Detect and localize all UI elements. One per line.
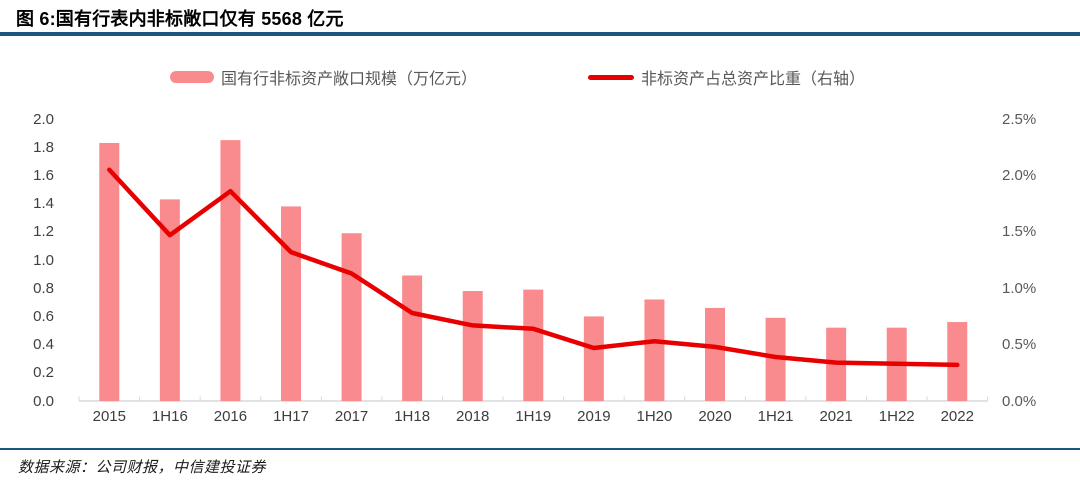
y-axis-left-label: 1.2 bbox=[33, 223, 54, 241]
x-axis-label-2018: 2018 bbox=[456, 408, 490, 425]
y-axis-left-label: 0.4 bbox=[33, 336, 54, 354]
bar-2020 bbox=[705, 307, 725, 401]
x-axis-label-1H17: 1H17 bbox=[273, 408, 309, 425]
y-axis-left-label: 1.8 bbox=[33, 138, 54, 156]
y-axis-right-label: 1.5% bbox=[1002, 223, 1037, 241]
chart-legend: 国有行非标资产敞口规模（万亿元） 非标资产占总资产比重（右轴） bbox=[0, 64, 1080, 90]
title-divider bbox=[0, 32, 1080, 36]
trend-line bbox=[107, 167, 960, 368]
bar-1H19 bbox=[523, 289, 544, 401]
x-axis-label-2020: 2020 bbox=[698, 408, 732, 425]
bar-2015 bbox=[99, 142, 120, 401]
legend-bar-label: 国有行非标资产敞口规模（万亿元） bbox=[221, 71, 478, 88]
bar-1H20 bbox=[644, 299, 665, 401]
data-source-note: 数据来源：公司财报，中信建投证券 bbox=[18, 460, 267, 476]
x-axis-label-2016: 2016 bbox=[213, 408, 248, 425]
y-axis-left-label: 0.2 bbox=[33, 364, 54, 382]
x-axis-label-2017: 2017 bbox=[334, 408, 369, 425]
x-axis-label-2019: 2019 bbox=[577, 408, 611, 425]
bar-2016 bbox=[220, 140, 241, 401]
bar-2022 bbox=[947, 322, 968, 401]
figure-title: 图 6:国有行表内非标敞口仅有 5568 亿元 bbox=[16, 9, 344, 29]
y-axis-left-label: 2.0 bbox=[33, 110, 54, 128]
bar-2018 bbox=[462, 291, 483, 401]
y-axis-left-label: 0.6 bbox=[33, 307, 54, 325]
legend-line-label: 非标资产占总资产比重（右轴） bbox=[641, 71, 866, 88]
bar-1H17 bbox=[281, 206, 302, 401]
y-axis-right-label: 0.5% bbox=[1002, 336, 1037, 354]
y-axis-left-label: 0.0 bbox=[33, 392, 54, 410]
line-series-swatch-icon bbox=[588, 74, 634, 80]
x-axis-label-1H20: 1H20 bbox=[636, 408, 673, 425]
x-axis-label-2015: 2015 bbox=[92, 408, 126, 425]
bar-2017 bbox=[341, 233, 362, 401]
x-axis-label-2021: 2021 bbox=[819, 408, 853, 425]
x-axis-label-1H21: 1H21 bbox=[757, 408, 794, 425]
y-axis-right-label: 1.0% bbox=[1002, 279, 1037, 297]
bar-1H21 bbox=[765, 317, 786, 401]
y-axis-left-label: 0.8 bbox=[33, 279, 54, 297]
x-axis-label-1H16: 1H16 bbox=[151, 408, 188, 425]
legend-item-line: 非标资产占总资产比重（右轴） bbox=[588, 64, 865, 90]
y-axis-left-label: 1.6 bbox=[33, 166, 54, 184]
x-axis-label-1H19: 1H19 bbox=[515, 408, 552, 425]
bar-series-swatch-icon bbox=[170, 71, 214, 83]
x-axis-label-1H22: 1H22 bbox=[878, 408, 915, 425]
bar-1H16 bbox=[159, 199, 180, 401]
y-axis-right-label: 2.5% bbox=[1002, 110, 1037, 128]
y-axis-right-label: 2.0% bbox=[1002, 166, 1037, 184]
bar-2019 bbox=[583, 316, 604, 401]
x-axis-label-2022: 2022 bbox=[940, 408, 974, 425]
y-axis-right-label: 0.0% bbox=[1002, 392, 1037, 410]
y-axis-left-label: 1.0 bbox=[33, 251, 54, 269]
y-axis-left-label: 1.4 bbox=[33, 195, 54, 213]
x-axis-label-1H18: 1H18 bbox=[394, 408, 431, 425]
bar-1H18 bbox=[402, 275, 423, 401]
footer-divider bbox=[0, 448, 1080, 450]
legend-item-bars: 国有行非标资产敞口规模（万亿元） bbox=[170, 64, 477, 90]
